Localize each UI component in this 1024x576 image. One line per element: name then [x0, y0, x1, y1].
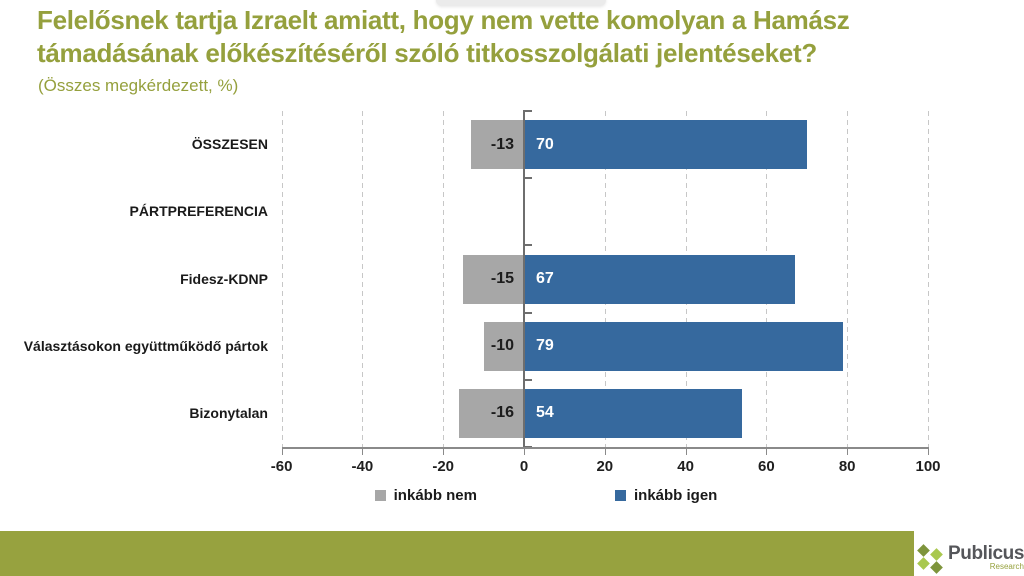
bar-negative: -15 — [463, 254, 524, 304]
x-axis-tick — [362, 449, 364, 455]
x-axis-tick-label: 80 — [838, 458, 856, 475]
bar-positive: 79 — [524, 321, 844, 371]
x-axis-tick — [766, 449, 768, 455]
x-axis-tick-label: -60 — [270, 458, 293, 475]
x-axis-tick-label: 40 — [677, 458, 694, 475]
chart-subtitle: (Összes megkérdezett, %) — [38, 76, 239, 95]
gridline — [281, 111, 283, 447]
x-axis-tick-label: 20 — [596, 458, 614, 475]
chart-legend: inkább nem inkább igen — [219, 487, 873, 504]
gridline — [928, 111, 929, 447]
x-axis-tick — [685, 449, 687, 455]
gridline — [362, 111, 364, 447]
x-axis-tick — [281, 449, 283, 455]
category-axis-tick — [523, 311, 532, 314]
logo-diamond-icon — [930, 548, 943, 561]
bar-positive: 54 — [524, 388, 743, 438]
legend-swatch-icon — [615, 490, 626, 501]
gridline — [443, 111, 445, 447]
legend-item: inkább nem — [374, 487, 477, 504]
bar-value-label: 67 — [536, 270, 554, 287]
legend-swatch-icon — [374, 490, 386, 501]
bar-value-label: 79 — [536, 337, 554, 355]
legend-label: inkább nem — [393, 487, 477, 504]
category-axis-tick — [523, 177, 532, 180]
x-axis-tick-label: 0 — [519, 458, 529, 475]
footer-accent-bar — [0, 531, 914, 576]
category-label: Bizonytalan — [189, 404, 268, 421]
publicus-logo: Publicus Research — [916, 543, 1024, 576]
x-axis-tick-label: 100 — [915, 458, 941, 475]
bar-value-label: -15 — [490, 270, 514, 287]
bar-negative: -13 — [471, 120, 524, 170]
bar-value-label: -13 — [490, 135, 514, 153]
x-axis-tick — [928, 449, 929, 455]
x-axis-tick — [524, 449, 525, 455]
top-shadow-decoration — [436, 0, 606, 6]
category-axis-tick — [523, 110, 532, 112]
brand-name: Publicus — [948, 543, 1024, 564]
legend-item: inkább igen — [615, 487, 717, 504]
category-axis-tick — [523, 244, 532, 247]
bar-value-label: -10 — [490, 337, 514, 355]
logo-diamond-icon — [917, 557, 930, 570]
bar-positive: 67 — [524, 254, 795, 304]
bar-value-label: -16 — [490, 404, 514, 422]
logo-diamond-icon — [930, 561, 943, 574]
bar-positive: 70 — [524, 120, 807, 170]
publicus-logo-icon — [916, 544, 946, 574]
gridline — [847, 111, 849, 447]
x-axis-line — [281, 447, 929, 449]
bar-negative: -10 — [483, 321, 524, 371]
category-label: Választásokon együttműködő pártok — [23, 337, 268, 354]
bar-negative: -16 — [459, 388, 524, 438]
category-label: Fidesz-KDNP — [180, 270, 268, 287]
x-axis-tick-label: -20 — [432, 458, 455, 475]
category-label: PÁRTPREFERENCIA — [129, 203, 268, 220]
category-axis-line — [523, 111, 525, 447]
x-axis-tick — [847, 449, 849, 455]
category-label: ÖSSZESEN — [191, 136, 268, 153]
x-axis-tick — [443, 449, 445, 455]
brand-subtitle: Research — [989, 562, 1024, 571]
x-axis-tick-label: -40 — [351, 458, 374, 475]
logo-text: Publicus Research — [948, 543, 1024, 571]
x-axis-tick-label: 60 — [758, 458, 775, 475]
legend-label: inkább igen — [634, 487, 718, 504]
bar-value-label: 70 — [536, 135, 554, 153]
chart-title: Felelősnek tartja Izraelt amiatt, hogy n… — [37, 5, 850, 69]
x-axis-tick — [604, 449, 606, 455]
logo-diamond-icon — [917, 544, 930, 557]
bar-value-label: 54 — [536, 404, 554, 422]
category-axis-tick — [523, 378, 532, 381]
